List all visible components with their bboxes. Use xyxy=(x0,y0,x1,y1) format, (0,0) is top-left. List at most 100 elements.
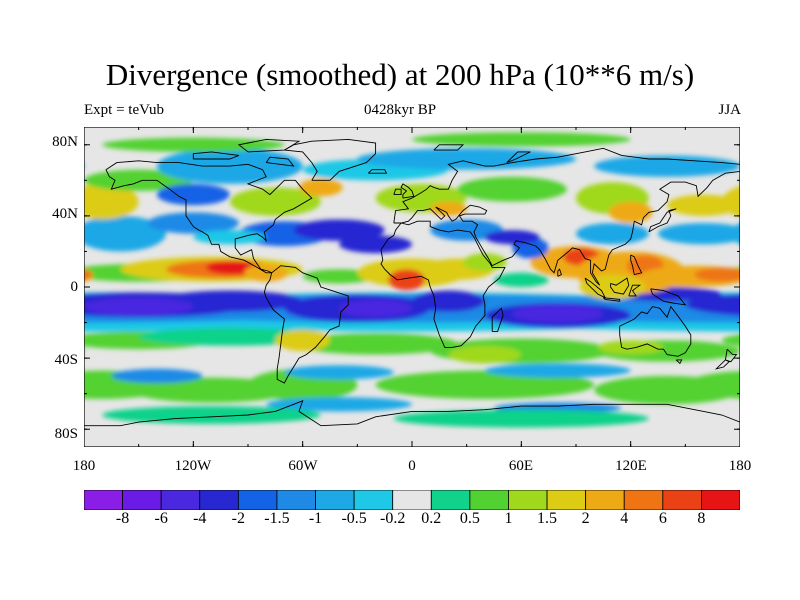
contour-region xyxy=(448,345,522,364)
colorbar-label: -0.2 xyxy=(380,510,406,527)
coastline xyxy=(491,307,504,332)
contour-region xyxy=(579,274,646,300)
contour-region xyxy=(156,183,230,206)
x-tick-label: 60W xyxy=(288,458,318,474)
contour-region xyxy=(484,230,540,245)
contour-region xyxy=(494,272,549,287)
coastline xyxy=(675,359,683,365)
coastline xyxy=(506,151,531,164)
coastline xyxy=(237,138,301,153)
x-tick-label: 60E xyxy=(508,458,534,474)
contour-region xyxy=(512,304,604,323)
contour-region xyxy=(694,267,740,282)
colorbar-label: 1.5 xyxy=(537,510,558,527)
contour-region xyxy=(299,178,343,197)
contour-region xyxy=(357,148,576,170)
x-tick-label: 180 xyxy=(728,458,752,474)
colorbar-label: 8 xyxy=(697,510,706,527)
colorbar-label: -4 xyxy=(193,510,207,527)
coastline xyxy=(619,305,692,357)
contour-region xyxy=(576,223,649,245)
coastline xyxy=(648,208,677,233)
y-tick-label: 40S xyxy=(54,352,78,368)
contour-region xyxy=(457,176,567,202)
contour-region xyxy=(284,365,394,380)
colorbar-swatch xyxy=(508,490,548,510)
contour-region xyxy=(193,230,267,245)
colorbar-swatch xyxy=(276,490,316,510)
contour-region xyxy=(721,334,740,347)
contour-region xyxy=(667,194,740,216)
contour-region xyxy=(484,363,631,378)
contour-region xyxy=(594,375,740,405)
colorbar-swatch xyxy=(353,490,394,510)
coastline xyxy=(393,147,740,286)
colorbar-label: 4 xyxy=(620,510,629,527)
coastline xyxy=(265,156,295,167)
coastline xyxy=(105,160,313,274)
contour-region xyxy=(102,406,321,424)
contour-region xyxy=(393,409,649,428)
contour-region xyxy=(138,327,321,346)
colorbar-swatch xyxy=(469,490,509,510)
contour-region xyxy=(84,215,166,252)
contour-region xyxy=(229,187,321,216)
contour-region xyxy=(412,132,631,147)
contour-region xyxy=(102,137,285,152)
coastline xyxy=(282,138,377,181)
contour-region xyxy=(147,212,239,234)
chart-title: Divergence (smoothed) at 200 hPa (10**6 … xyxy=(105,57,695,92)
contour-region xyxy=(388,269,425,291)
colorbar-swatch xyxy=(122,490,162,510)
contour-region xyxy=(463,253,507,271)
coastline xyxy=(263,265,349,384)
colorbar-label: 2 xyxy=(581,510,590,527)
colorbar-swatch xyxy=(623,490,664,510)
colorbar-swatch xyxy=(237,490,278,510)
x-tick-label: 120W xyxy=(174,458,212,474)
colorbar-swatch xyxy=(160,490,201,510)
colorbar-label: -0.5 xyxy=(341,510,367,527)
colorbar-swatch xyxy=(701,490,740,510)
coastline xyxy=(714,359,730,370)
colorbar-label: -1.5 xyxy=(264,510,290,527)
coastline xyxy=(557,268,562,277)
y-tick-label: 40N xyxy=(52,206,78,222)
contour-region xyxy=(430,219,504,241)
colorbar-swatch xyxy=(662,490,702,510)
contour-region xyxy=(111,368,203,383)
colorbar-swatch xyxy=(84,490,123,510)
coastline xyxy=(630,254,643,276)
colorbar-label: -8 xyxy=(115,510,130,527)
y-tick-label: 0 xyxy=(70,279,79,295)
contour-region xyxy=(293,333,458,355)
colorbar-label: -2 xyxy=(231,510,245,527)
contour-region xyxy=(658,223,740,245)
contour-region xyxy=(412,290,485,312)
contour-region xyxy=(302,269,376,284)
contour-region xyxy=(84,297,194,316)
x-tick-label: 180 xyxy=(72,458,96,474)
colorbar-label: 1 xyxy=(504,510,513,527)
coastline xyxy=(84,400,740,427)
contour-region xyxy=(339,235,412,254)
coastline xyxy=(393,188,402,196)
coastline xyxy=(650,288,687,306)
contour-region xyxy=(375,370,595,399)
coastline xyxy=(192,151,240,160)
contour-region xyxy=(293,219,385,241)
season-label: JJA xyxy=(718,102,741,118)
coastlines xyxy=(84,138,740,427)
time-label: 0428kyr BP xyxy=(363,102,437,118)
coastline xyxy=(724,348,738,363)
colorbar-swatch xyxy=(546,490,587,510)
coastline xyxy=(610,277,630,295)
contour-region xyxy=(339,299,412,318)
colorbar-swatch xyxy=(392,490,432,510)
x-tick-label: 0 xyxy=(408,458,416,474)
coastline xyxy=(602,297,621,302)
colorbar-label: -1 xyxy=(308,510,323,527)
colorbar-swatch xyxy=(585,490,625,510)
axis-ticks xyxy=(84,127,740,447)
y-tick-label: 80N xyxy=(52,134,78,150)
